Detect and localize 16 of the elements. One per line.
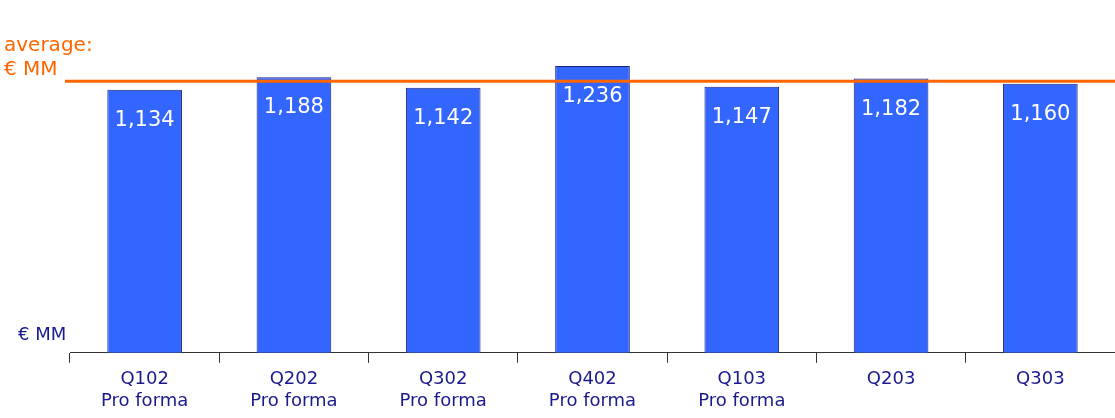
data-label: 1,134 xyxy=(114,106,175,131)
x-tick-label: Q103 Pro forma xyxy=(698,367,786,410)
x-tick-label: Q202 Pro forma xyxy=(250,367,338,410)
x-tick-label: Q302 Pro forma xyxy=(399,367,487,410)
x-tick-label: Q203 xyxy=(866,367,916,389)
x-tick-label: Q102 Pro forma xyxy=(101,367,189,410)
data-label: 1,160 xyxy=(1010,100,1071,125)
y-axis-title: € MM xyxy=(18,323,67,345)
data-label: 1,147 xyxy=(711,103,772,128)
x-tick-label: Q303 xyxy=(1016,367,1065,389)
data-label: 1,142 xyxy=(413,104,474,129)
data-label: 1,236 xyxy=(562,83,623,107)
data-label: 1,182 xyxy=(861,95,922,120)
x-tick-label: Q402 Pro forma xyxy=(548,367,637,410)
ref-line-label: average: € MM xyxy=(4,31,93,80)
data-label: 1,188 xyxy=(263,94,324,119)
